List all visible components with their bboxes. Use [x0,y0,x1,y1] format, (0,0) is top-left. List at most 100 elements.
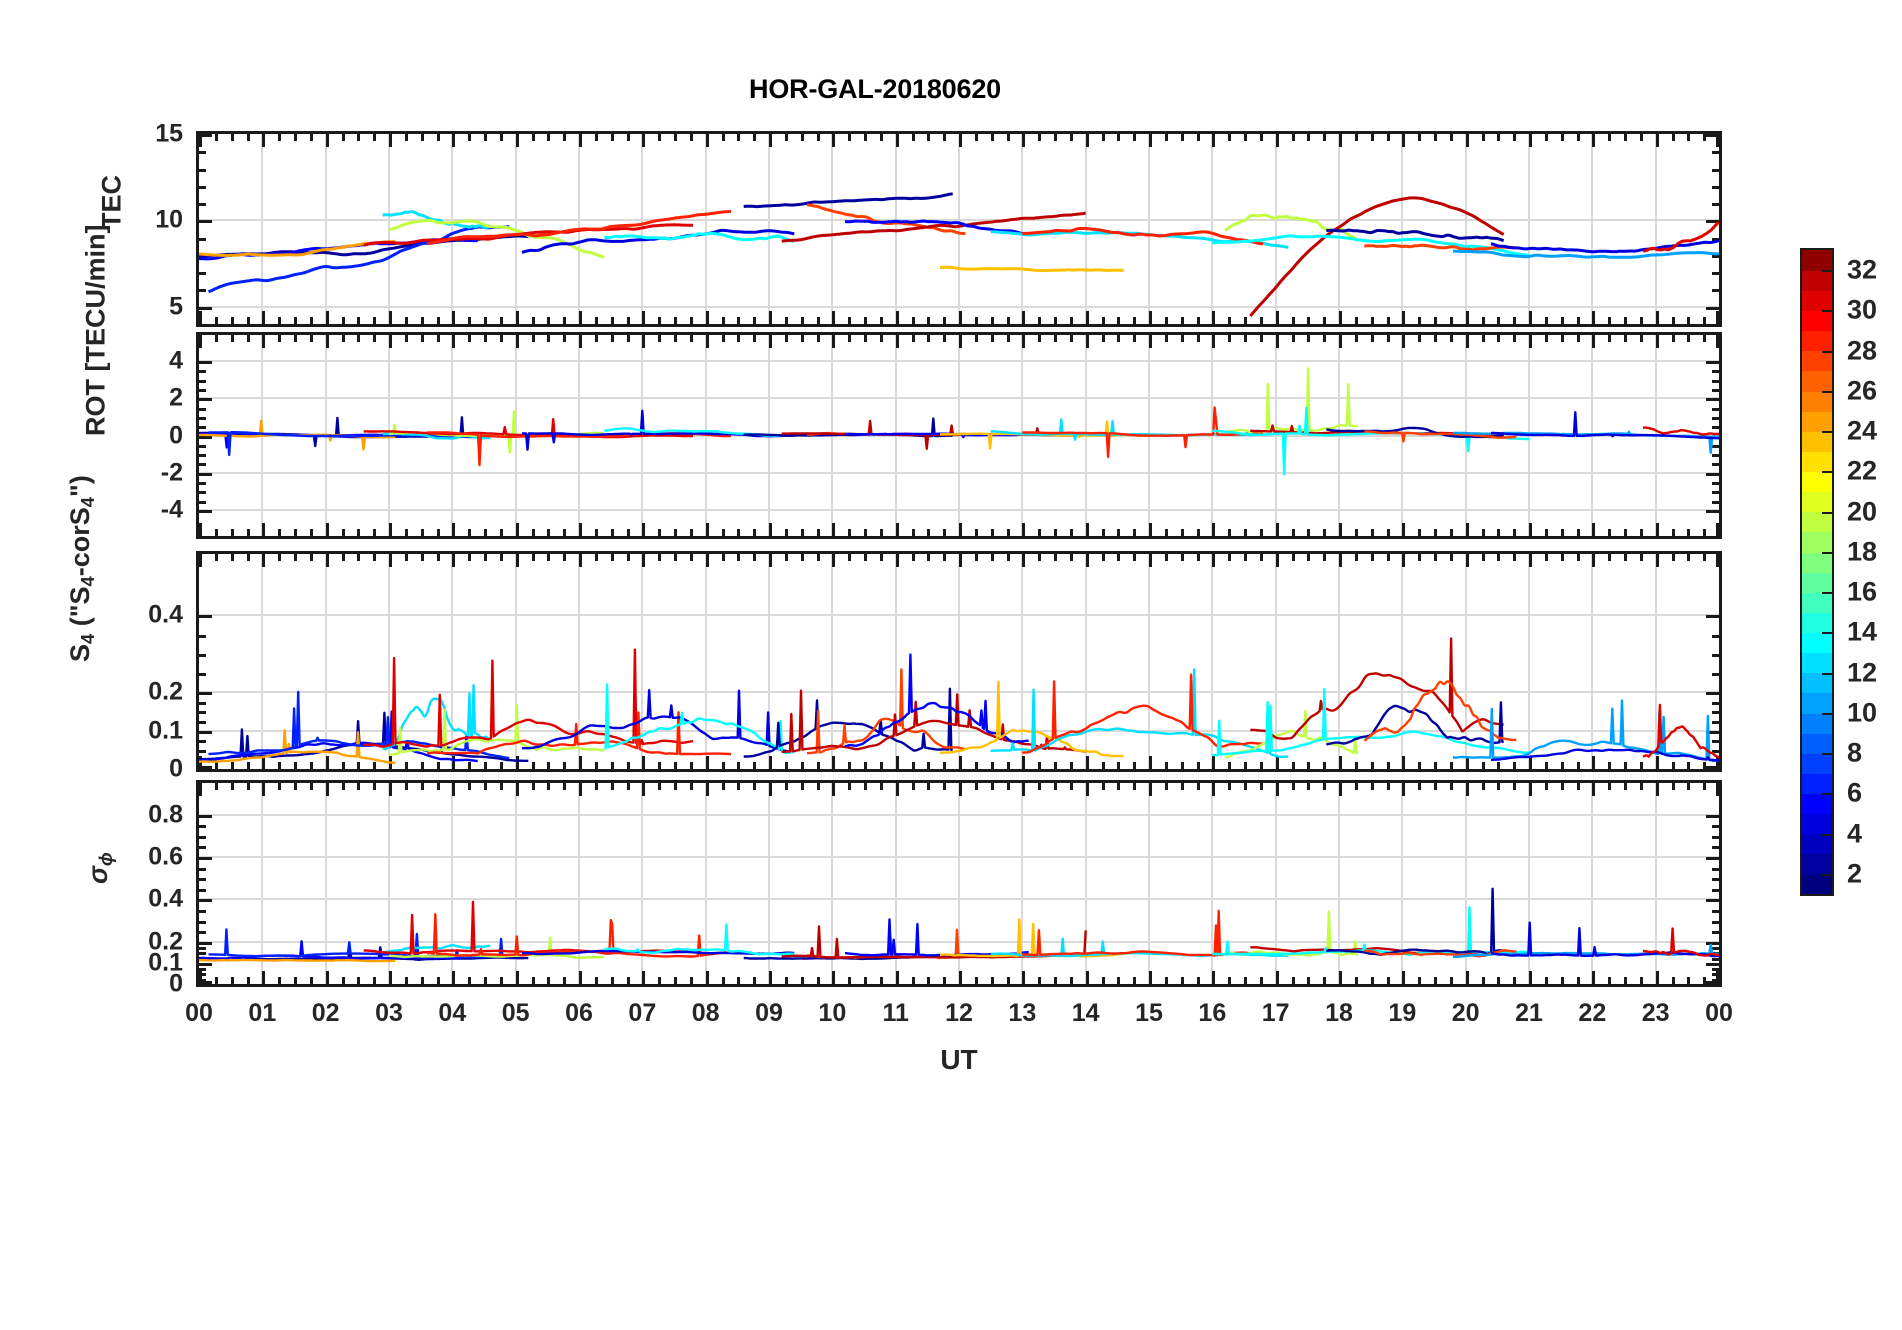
axis-tick [1291,762,1295,769]
axis-tick [1117,317,1121,324]
axis-tick [1402,523,1406,536]
axis-tick [404,317,408,324]
axis-tick [1386,134,1390,141]
axis-tick [563,554,567,561]
gridline-horizontal [199,360,1719,363]
axis-tick [848,783,852,790]
gridline-vertical [388,783,390,984]
axis-tick [1703,529,1707,536]
axis-tick [1608,317,1612,324]
ytick-label-tec: 10 [155,205,183,234]
axis-tick [848,977,852,984]
axis-tick [721,134,725,141]
axis-tick [769,335,772,348]
axis-tick [1576,554,1580,561]
axis-tick [1006,529,1010,536]
gridline-vertical [704,554,707,769]
colorbar-tick [1822,431,1832,434]
axis-tick [1402,311,1406,324]
axis-tick [1244,317,1247,324]
colorbar-tick-label: 20 [1847,496,1878,527]
gridline-vertical [768,783,770,984]
axis-tick [1706,766,1719,769]
axis-tick [199,168,206,172]
axis-tick [911,762,915,769]
axis-tick [1624,529,1627,536]
gridline-horizontal [199,508,1719,511]
xtick-label: 10 [818,999,847,1027]
axis-tick [753,977,757,984]
axis-tick [1259,529,1263,536]
colorbar-tick-label: 12 [1847,657,1878,688]
axis-tick [1006,977,1010,984]
axis-tick [1465,523,1469,536]
axis-tick [262,335,266,348]
axis-tick [563,783,567,790]
axis-tick [1624,317,1627,324]
axis-tick [832,335,836,348]
axis-tick [1339,783,1342,796]
axis-tick [199,749,206,753]
plot-panel-sigma_phi [196,780,1722,987]
axis-tick [753,317,757,324]
gridline-vertical [894,554,897,769]
axis-tick [1497,529,1501,536]
axis-tick [1418,529,1422,536]
axis-tick [1544,977,1548,984]
axis-tick [674,529,677,536]
colorbar-segment [1802,290,1832,312]
axis-tick [1449,783,1453,790]
series-prn-4 [1490,239,1719,254]
axis-tick [1592,134,1596,147]
data-traces-tec [199,192,1719,317]
colorbar-segment [1802,612,1832,634]
axis-tick [626,977,630,984]
axis-tick [468,317,472,324]
axis-tick [1006,762,1010,769]
axis-tick [547,335,551,342]
series-prn-5 [199,940,478,960]
axis-tick [658,554,662,561]
axis-tick [848,762,852,769]
axis-tick [848,317,852,324]
axis-tick [1544,783,1548,790]
xtick-label: 16 [1198,999,1227,1027]
axis-tick [1149,554,1152,567]
axis-tick [1101,977,1105,984]
axis-tick [784,783,788,790]
axis-tick [563,762,567,769]
axis-tick [1244,762,1247,769]
axis-tick [199,634,206,638]
axis-tick [214,335,218,342]
axis-tick [895,523,899,536]
axis-tick [974,762,978,769]
axis-tick [1712,482,1719,486]
axis-tick [1149,335,1152,348]
axis-tick [1712,920,1719,924]
axis-tick [199,857,212,861]
axis-tick [1259,317,1263,324]
axis-tick [1101,317,1105,324]
axis-tick [1228,317,1232,324]
colorbar-segment [1802,531,1832,553]
axis-tick [1354,762,1358,769]
axis-tick [341,783,345,790]
axis-tick [1706,220,1719,224]
axis-tick [1712,888,1719,892]
xtick-label: 15 [1135,999,1163,1027]
axis-tick [1608,335,1612,342]
colorbar[interactable] [1800,248,1834,896]
axis-tick [1639,134,1643,141]
ytick-label-sigma_phi: 0.4 [148,884,183,913]
axis-tick [1085,311,1089,324]
axis-tick [199,463,206,467]
axis-tick [199,416,206,420]
axis-tick [199,730,212,734]
axis-tick [1465,335,1469,348]
axis-tick [769,783,772,796]
colorbar-tick [1822,753,1832,756]
axis-tick [784,529,788,536]
axis-tick [1196,317,1200,324]
axis-tick [1716,335,1719,348]
axis-tick [1228,134,1232,141]
